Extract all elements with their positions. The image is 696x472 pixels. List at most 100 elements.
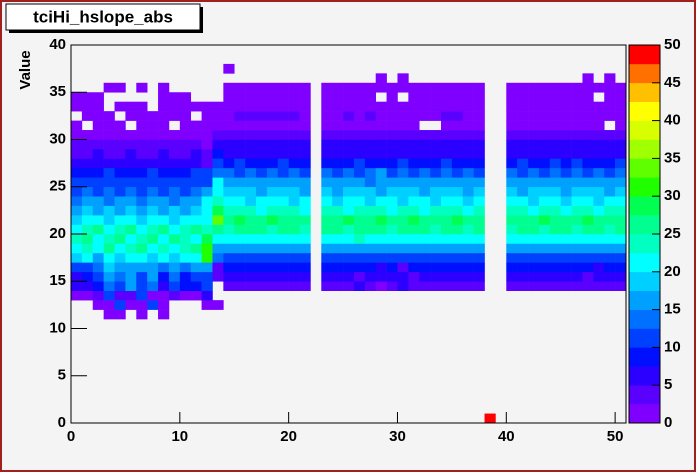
cell [604, 92, 616, 102]
cell [158, 205, 170, 216]
color-bar-segment [629, 101, 660, 121]
cell [201, 290, 213, 301]
cell [245, 224, 257, 235]
cell [321, 92, 333, 102]
cell [560, 120, 572, 131]
cell [343, 139, 355, 150]
cell [473, 205, 485, 216]
cell [245, 262, 257, 273]
cell [419, 224, 431, 235]
color-bar-segment [629, 82, 660, 102]
cell [299, 101, 311, 112]
cell [582, 167, 594, 178]
cell [168, 148, 181, 159]
cell [288, 243, 300, 254]
cell [212, 234, 224, 244]
cell [364, 252, 377, 263]
cell [473, 148, 485, 159]
cell [71, 243, 83, 254]
cell [408, 281, 420, 291]
color-bar-segment [629, 158, 660, 178]
cell [397, 196, 409, 206]
cell [441, 111, 453, 121]
cell [549, 82, 562, 93]
cell [266, 82, 279, 93]
cell [125, 300, 137, 310]
cell [103, 205, 115, 216]
cell [71, 177, 83, 188]
y-tick-label: 0 [58, 414, 66, 431]
cell [277, 148, 289, 159]
cell [473, 196, 485, 206]
y-tick-label: 5 [58, 367, 66, 384]
cell [299, 177, 311, 188]
cell [321, 205, 333, 216]
cell [114, 215, 126, 225]
cell [158, 120, 170, 131]
cell [517, 167, 529, 178]
cell [506, 196, 518, 206]
x-tick-label: 50 [607, 428, 624, 445]
cell [343, 196, 355, 206]
cell [397, 234, 409, 244]
cell [92, 224, 104, 235]
cell [266, 243, 279, 254]
cell [245, 252, 257, 263]
cell [234, 234, 246, 244]
cell [332, 281, 344, 291]
cell [615, 186, 627, 197]
cell [364, 82, 377, 93]
cell [179, 205, 192, 216]
cell [593, 205, 605, 216]
cell [125, 215, 137, 225]
cell [375, 252, 387, 263]
cell [223, 262, 235, 273]
cell [190, 196, 202, 206]
cell [364, 271, 377, 282]
cell [571, 167, 583, 178]
cell [582, 205, 594, 216]
cell [538, 205, 551, 216]
cell [451, 130, 464, 140]
cell [92, 139, 104, 150]
cell [549, 234, 562, 244]
cell [125, 158, 137, 169]
cell [582, 130, 594, 140]
cell [451, 148, 464, 159]
cell [158, 167, 170, 178]
cell [277, 101, 289, 112]
cell [103, 82, 115, 93]
cell [321, 167, 333, 178]
cell [125, 177, 137, 188]
cell [560, 130, 572, 140]
cell [528, 205, 540, 216]
cell [190, 262, 202, 273]
cell [158, 186, 170, 197]
cell [288, 234, 300, 244]
cell [266, 215, 279, 225]
cell [386, 82, 398, 93]
cell [179, 252, 192, 263]
cell [179, 139, 192, 150]
cell [517, 82, 529, 93]
cell [71, 101, 83, 112]
cell [147, 300, 159, 310]
cell [582, 148, 594, 159]
cell [615, 177, 627, 188]
cell [201, 252, 213, 263]
cell [419, 262, 431, 273]
cell [441, 158, 453, 169]
cell [168, 196, 181, 206]
cell [158, 101, 170, 112]
cell [560, 101, 572, 112]
y-tick-label: 15 [49, 272, 66, 289]
cell [604, 205, 616, 216]
cell [615, 215, 627, 225]
cell [299, 205, 311, 216]
cell [517, 271, 529, 282]
cell [364, 130, 377, 140]
cell [397, 177, 409, 188]
cell [81, 224, 94, 235]
cell [245, 139, 257, 150]
cell [528, 111, 540, 121]
